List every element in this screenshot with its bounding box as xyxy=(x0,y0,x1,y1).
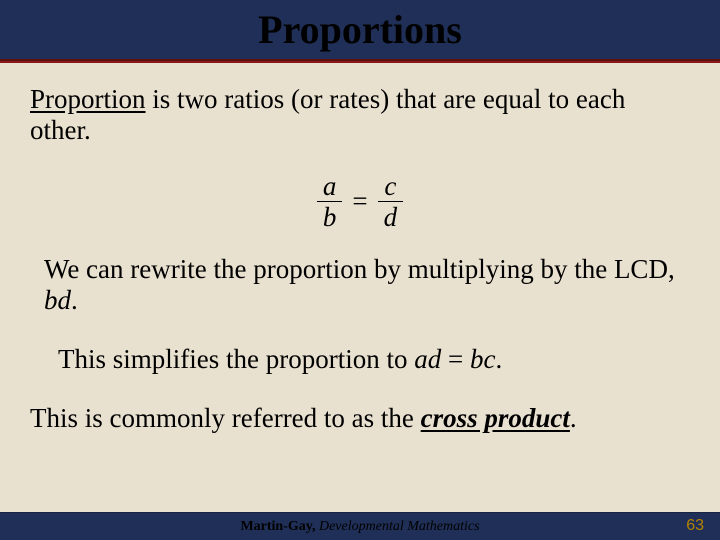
divider-line-bottom xyxy=(0,61,720,63)
title-bar: Proportions xyxy=(0,0,720,59)
equals-sign: = xyxy=(346,186,373,217)
slide-footer: Martin-Gay, Developmental Mathematics xyxy=(0,512,720,540)
cross-pre: This is commonly referred to as the xyxy=(30,403,421,433)
cross-product-paragraph: This is commonly referred to as the cros… xyxy=(30,403,690,434)
footer-citation: Martin-Gay, Developmental Mathematics xyxy=(240,519,479,535)
definition-term: Proportion xyxy=(30,84,146,114)
footer-author: Martin-Gay, xyxy=(240,519,319,534)
simplify-lhs: ad xyxy=(414,344,441,374)
fraction-right-den: d xyxy=(378,202,404,231)
slide-body: Proportion is two ratios (or rates) that… xyxy=(0,68,720,512)
rewrite-pre: We can rewrite the proportion by multipl… xyxy=(44,254,675,284)
fraction-right: c d xyxy=(378,172,404,232)
simplify-pre: This simplifies the proportion to xyxy=(58,344,414,374)
cross-post: . xyxy=(570,403,577,433)
cross-product-term: cross product xyxy=(421,403,570,433)
fraction-left-num: a xyxy=(317,172,343,202)
definition-paragraph: Proportion is two ratios (or rates) that… xyxy=(30,84,690,146)
title-divider xyxy=(0,59,720,63)
simplify-rhs: bc xyxy=(470,344,495,374)
slide: Proportions Proportion is two ratios (or… xyxy=(0,0,720,540)
lcd-term: bd xyxy=(44,285,71,315)
footer-book: Developmental Mathematics xyxy=(319,519,480,534)
rewrite-post: . xyxy=(71,285,78,315)
slide-title: Proportions xyxy=(258,7,462,52)
page-number: 63 xyxy=(686,517,704,535)
proportion-equation: a b = c d xyxy=(30,172,690,232)
fraction-right-num: c xyxy=(378,172,404,202)
rewrite-paragraph: We can rewrite the proportion by multipl… xyxy=(30,254,690,316)
fraction-left-den: b xyxy=(317,202,343,231)
simplify-paragraph: This simplifies the proportion to ad = b… xyxy=(30,344,690,375)
simplify-mid: = xyxy=(441,344,470,374)
fraction-left: a b xyxy=(317,172,343,232)
simplify-post: . xyxy=(495,344,502,374)
